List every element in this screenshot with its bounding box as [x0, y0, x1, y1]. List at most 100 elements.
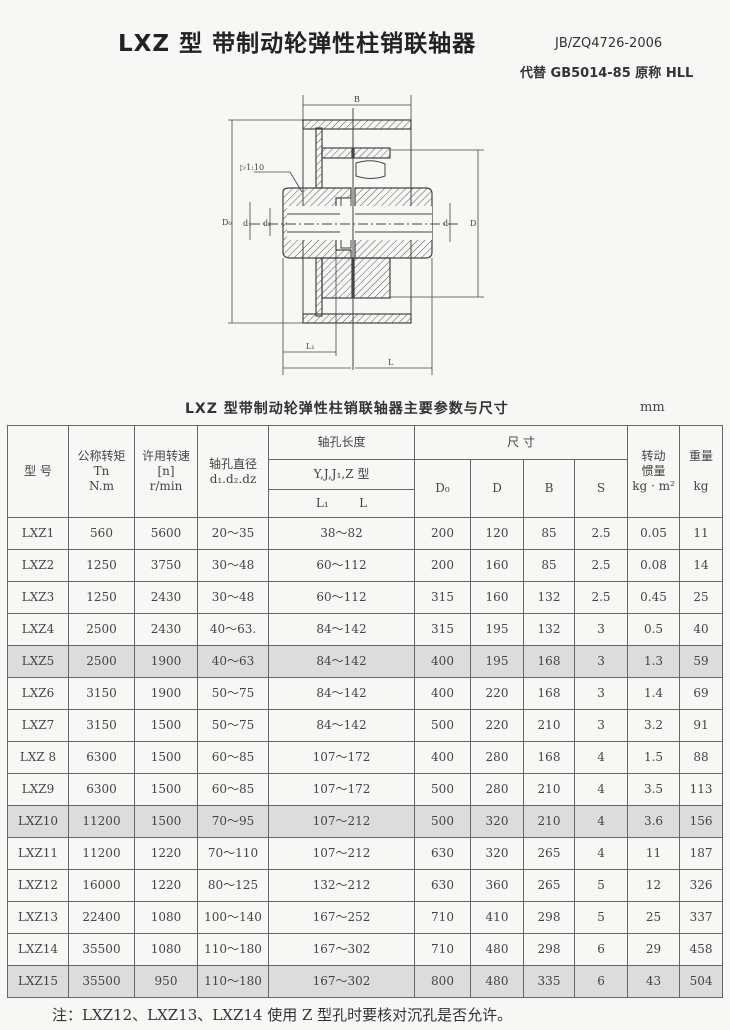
cell-speed: 1500: [134, 805, 198, 838]
cell-D0: 315: [414, 581, 471, 614]
cell-bore-diameter: 60～85: [197, 741, 269, 774]
header-model: 型 号: [7, 425, 69, 518]
cell-D: 320: [470, 837, 524, 870]
cell-speed: 3750: [134, 549, 198, 582]
cell-D0: 710: [414, 933, 471, 966]
cell-D: 480: [470, 965, 524, 998]
cell-model: LXZ6: [7, 677, 69, 710]
cell-inertia: 1.3: [627, 645, 681, 678]
cell-D0: 200: [414, 549, 471, 582]
table-row: LXZ13 22400 1080 100～140 167～252 710 410 298 5 25…: [7, 901, 724, 934]
cell-model: LXZ9: [7, 773, 69, 806]
cell-weight: 88: [679, 741, 724, 774]
cell-speed: 950: [134, 965, 198, 998]
cell-D0: 630: [414, 837, 471, 870]
cell-weight: 69: [679, 677, 724, 710]
cell-S: 4: [573, 837, 629, 870]
cell-bore-diameter: 70～110: [197, 837, 269, 870]
header-S: S: [573, 459, 629, 518]
cell-B: 85: [523, 549, 575, 582]
cell-bore-diameter: 80～125: [197, 869, 269, 902]
cell-bore-diameter: 100～140: [197, 901, 269, 934]
header-D: D: [470, 459, 524, 518]
cell-torque: 2500: [68, 613, 135, 646]
cell-inertia: 3.2: [627, 709, 681, 742]
cell-S: 6: [573, 933, 629, 966]
cell-weight: 504: [679, 965, 724, 998]
cell-bore-diameter: 110～180: [197, 933, 269, 966]
cell-S: 5: [573, 901, 629, 934]
cell-model: LXZ3: [7, 581, 69, 614]
cell-weight: 156: [679, 805, 724, 838]
cell-D: 220: [470, 677, 524, 710]
cell-B: 335: [523, 965, 575, 998]
cell-B: 210: [523, 709, 575, 742]
cell-model: LXZ5: [7, 645, 69, 678]
header-speed: 许用转速 [n] r/min: [134, 425, 198, 518]
cell-bore-length: 167～302: [268, 965, 415, 998]
table-row: LXZ 8 6300 1500 60～85 107～172 400 280 168 4 1.5 88: [7, 741, 724, 774]
cell-bore-diameter: 70～95: [197, 805, 269, 838]
label-D: D: [470, 219, 476, 228]
cell-model: LXZ11: [7, 837, 69, 870]
header-inertia: 转动 惯量 kg · m²: [627, 425, 681, 518]
header-torque: 公称转矩 Tn N.m: [68, 425, 135, 518]
cell-speed: 1220: [134, 837, 198, 870]
page-title: LXZ 型 带制动轮弹性柱销联轴器: [118, 31, 477, 57]
cell-inertia: 29: [627, 933, 681, 966]
cell-S: 2.5: [573, 581, 629, 614]
cell-torque: 6300: [68, 741, 135, 774]
header-B: B: [523, 459, 575, 518]
cell-torque: 6300: [68, 773, 135, 806]
cell-D: 160: [470, 549, 524, 582]
cell-speed: 1080: [134, 933, 198, 966]
cell-model: LXZ14: [7, 933, 69, 966]
cell-D0: 500: [414, 773, 471, 806]
cell-torque: 35500: [68, 965, 135, 998]
footnote: 注：LXZ12、LXZ13、LXZ14 使用 Z 型孔时要核对沉孔是否允许。: [52, 1006, 513, 1024]
header-bore-type: Y,J,J₁,Z 型: [268, 459, 415, 490]
cell-D0: 800: [414, 965, 471, 998]
cell-speed: 1080: [134, 901, 198, 934]
cell-B: 168: [523, 677, 575, 710]
cell-bore-length: 132～212: [268, 869, 415, 902]
cell-weight: 113: [679, 773, 724, 806]
header-bore-length: 轴孔长度: [268, 425, 415, 460]
cell-S: 3: [573, 709, 629, 742]
cell-weight: 59: [679, 645, 724, 678]
label-B: B: [354, 95, 360, 104]
cell-bore-length: 107～172: [268, 773, 415, 806]
cell-torque: 1250: [68, 581, 135, 614]
cell-D0: 500: [414, 709, 471, 742]
cell-B: 265: [523, 869, 575, 902]
cell-B: 210: [523, 773, 575, 806]
cell-model: LXZ2: [7, 549, 69, 582]
cell-torque: 560: [68, 517, 135, 550]
cell-inertia: 12: [627, 869, 681, 902]
table-row: LXZ2 1250 3750 30～48 60～112 200 160 85 2.5 0.08 14: [7, 549, 724, 582]
table-row: LXZ10 11200 1500 70～95 107～212 500 320 210 4 3.6 1…: [7, 805, 724, 838]
cell-speed: 2430: [134, 581, 198, 614]
cell-model: LXZ7: [7, 709, 69, 742]
cell-bore-length: 84～142: [268, 613, 415, 646]
table-row: LXZ14 35500 1080 110～180 167～302 710 480 298 6 29…: [7, 933, 724, 966]
cell-bore-length: 84～142: [268, 677, 415, 710]
cell-speed: 5600: [134, 517, 198, 550]
cell-D0: 630: [414, 869, 471, 902]
cell-bore-diameter: 30～48: [197, 581, 269, 614]
table-unit: mm: [640, 400, 665, 415]
table-row: LXZ4 2500 2430 40～63. 84～142 315 195 132 3 0.5 40: [7, 613, 724, 646]
label-d1: d₁: [243, 219, 251, 228]
cell-bore-length: 167～252: [268, 901, 415, 934]
cell-B: 265: [523, 837, 575, 870]
table-row: LXZ6 3150 1900 50～75 84～142 400 220 168 3 1.4 69: [7, 677, 724, 710]
header-weight: 重量 kg: [679, 425, 724, 518]
cell-model: LXZ15: [7, 965, 69, 998]
cell-model: LXZ13: [7, 901, 69, 934]
coupling-section-drawing: B ▷1:10 D₀ d₁ d₂ d D L₁ L: [222, 95, 484, 375]
cell-bore-diameter: 60～85: [197, 773, 269, 806]
cell-inertia: 3.5: [627, 773, 681, 806]
cell-weight: 40: [679, 613, 724, 646]
cell-B: 168: [523, 741, 575, 774]
cell-model: LXZ12: [7, 869, 69, 902]
